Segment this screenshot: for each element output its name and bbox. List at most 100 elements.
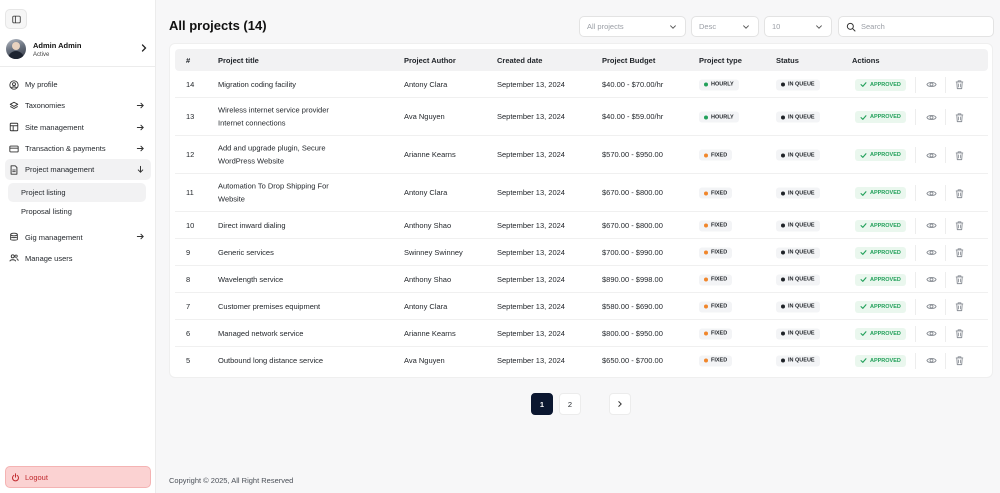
search-input[interactable] (861, 22, 986, 31)
delete-button[interactable] (953, 247, 965, 259)
view-button[interactable] (925, 328, 937, 340)
eye-icon (925, 152, 937, 158)
view-button[interactable] (925, 79, 937, 91)
project-budget: $40.00 - $59.00/hr (602, 111, 664, 121)
delete-button[interactable] (953, 301, 965, 313)
sidebar-item-taxonomies[interactable]: Taxonomies (5, 95, 151, 116)
table-row: 11 Automation To Drop Shipping For Website… (175, 174, 988, 212)
view-button[interactable] (925, 301, 937, 313)
view-button[interactable] (925, 274, 937, 286)
delete-button[interactable] (953, 187, 965, 199)
sidebar-item-gig-management[interactable]: Gig management (5, 226, 151, 247)
delete-button[interactable] (953, 149, 965, 161)
project-author: Anthony Shao (404, 274, 452, 284)
next-page-button[interactable] (609, 393, 631, 415)
project-budget: $670.00 - $800.00 (602, 187, 663, 197)
column-header-type[interactable]: Project type (699, 55, 742, 65)
created-date: September 13, 2024 (497, 187, 565, 197)
sidebar-item-site-management[interactable]: Site management (5, 117, 151, 138)
approval-badge-label: APPROVED (870, 249, 901, 256)
logout-button[interactable]: Logout (5, 466, 151, 488)
delete-button[interactable] (953, 328, 965, 340)
project-type-badge-label: FIXED (711, 152, 728, 158)
view-button[interactable] (925, 187, 937, 199)
delete-button[interactable] (953, 355, 965, 367)
project-type-badge-label: FIXED (711, 303, 728, 310)
column-header-author[interactable]: Project Author (404, 55, 456, 65)
column-header-title[interactable]: Project title (218, 55, 259, 65)
approval-badge-label: APPROVED (870, 81, 901, 88)
check-icon (860, 250, 867, 255)
table-row: 8 Wavelength service Anthony Shao September… (175, 266, 988, 293)
status-badge-label: IN QUEUE (788, 330, 815, 337)
status-dot (781, 331, 785, 336)
project-title-line: Website (218, 194, 245, 203)
project-type-badge: FIXED (699, 355, 733, 366)
profile-card[interactable]: Admin Admin Active (0, 34, 156, 64)
action-divider (915, 185, 916, 201)
view-button[interactable] (925, 247, 937, 259)
column-header-number[interactable]: # (186, 55, 191, 65)
status-badge-label: IN QUEUE (788, 357, 815, 364)
project-title-line: Add and upgrade plugin, Secure (218, 143, 326, 153)
status-dot (704, 191, 708, 195)
eye-icon (925, 330, 937, 337)
check-icon (860, 223, 867, 228)
view-button[interactable] (925, 149, 937, 161)
project-author: Arianne Kearns (404, 149, 456, 159)
sidebar-item-manage-users[interactable]: Manage users (5, 248, 151, 269)
status-badge: IN QUEUE (776, 328, 820, 339)
column-header-budget[interactable]: Project Budget (602, 55, 656, 65)
project-title-cell: Managed network service (218, 327, 303, 340)
project-budget: $650.00 - $700.00 (602, 355, 663, 365)
status-dot (704, 153, 708, 157)
project-title-cell: Wavelength service (218, 273, 283, 286)
status-dot (704, 304, 708, 309)
status-badge: IN QUEUE (776, 301, 820, 312)
delete-button[interactable] (953, 274, 965, 286)
created-date: September 13, 2024 (497, 111, 565, 121)
column-header-status[interactable]: Status (776, 55, 799, 65)
view-button[interactable] (925, 220, 937, 232)
project-author: Anthony Shao (404, 220, 452, 230)
created-date: September 13, 2024 (497, 328, 565, 338)
check-icon (860, 304, 867, 309)
delete-button[interactable] (953, 79, 965, 91)
row-number: 13 (186, 111, 195, 121)
sidebar-toggle-button[interactable] (5, 9, 27, 29)
delete-button[interactable] (953, 220, 965, 232)
status-badge-label: IN QUEUE (788, 276, 815, 283)
approval-badge-label: APPROVED (870, 357, 901, 364)
sidebar-subitem-proposal-listing[interactable]: Proposal listing (21, 207, 72, 217)
per-page-select[interactable]: 10 (764, 16, 832, 37)
search-box[interactable] (838, 16, 994, 37)
sidebar-item-my-profile[interactable]: My profile (5, 74, 151, 95)
row-number: 5 (186, 355, 191, 365)
project-title-cell: Generic services (218, 246, 274, 259)
sidebar-item-transactions[interactable]: Transaction & payments (5, 138, 151, 159)
search-icon (846, 22, 856, 32)
project-budget: $700.00 - $990.00 (602, 247, 663, 257)
project-title-line: Internet connections (218, 118, 286, 127)
action-divider (915, 271, 916, 288)
trash-icon (955, 302, 963, 312)
check-icon (860, 82, 867, 87)
sidebar-subitem-project-listing[interactable]: Project listing (8, 183, 146, 203)
table-header: # Project title Project Author Created d… (175, 49, 988, 71)
column-header-created[interactable]: Created date (497, 55, 543, 65)
arrow-right-icon (136, 103, 144, 109)
sidebar-item-project-management[interactable]: Project management (5, 159, 151, 181)
delete-button[interactable] (953, 111, 965, 123)
view-button[interactable] (925, 355, 937, 367)
projects-table: # Project title Project Author Created d… (169, 43, 993, 378)
action-divider (945, 109, 946, 125)
status-badge-label: IN QUEUE (788, 81, 815, 88)
status-badge: IN QUEUE (776, 247, 820, 258)
sidebar: Admin Admin Active My profile Taxonomies… (0, 0, 156, 493)
page-2-button[interactable]: 2 (559, 393, 581, 415)
view-button[interactable] (925, 111, 937, 123)
project-filter-select[interactable]: All projects (579, 16, 686, 37)
approval-badge: APPROVED (855, 327, 906, 340)
sort-order-select[interactable]: Desc (691, 16, 759, 37)
page-1-button[interactable]: 1 (531, 393, 553, 415)
